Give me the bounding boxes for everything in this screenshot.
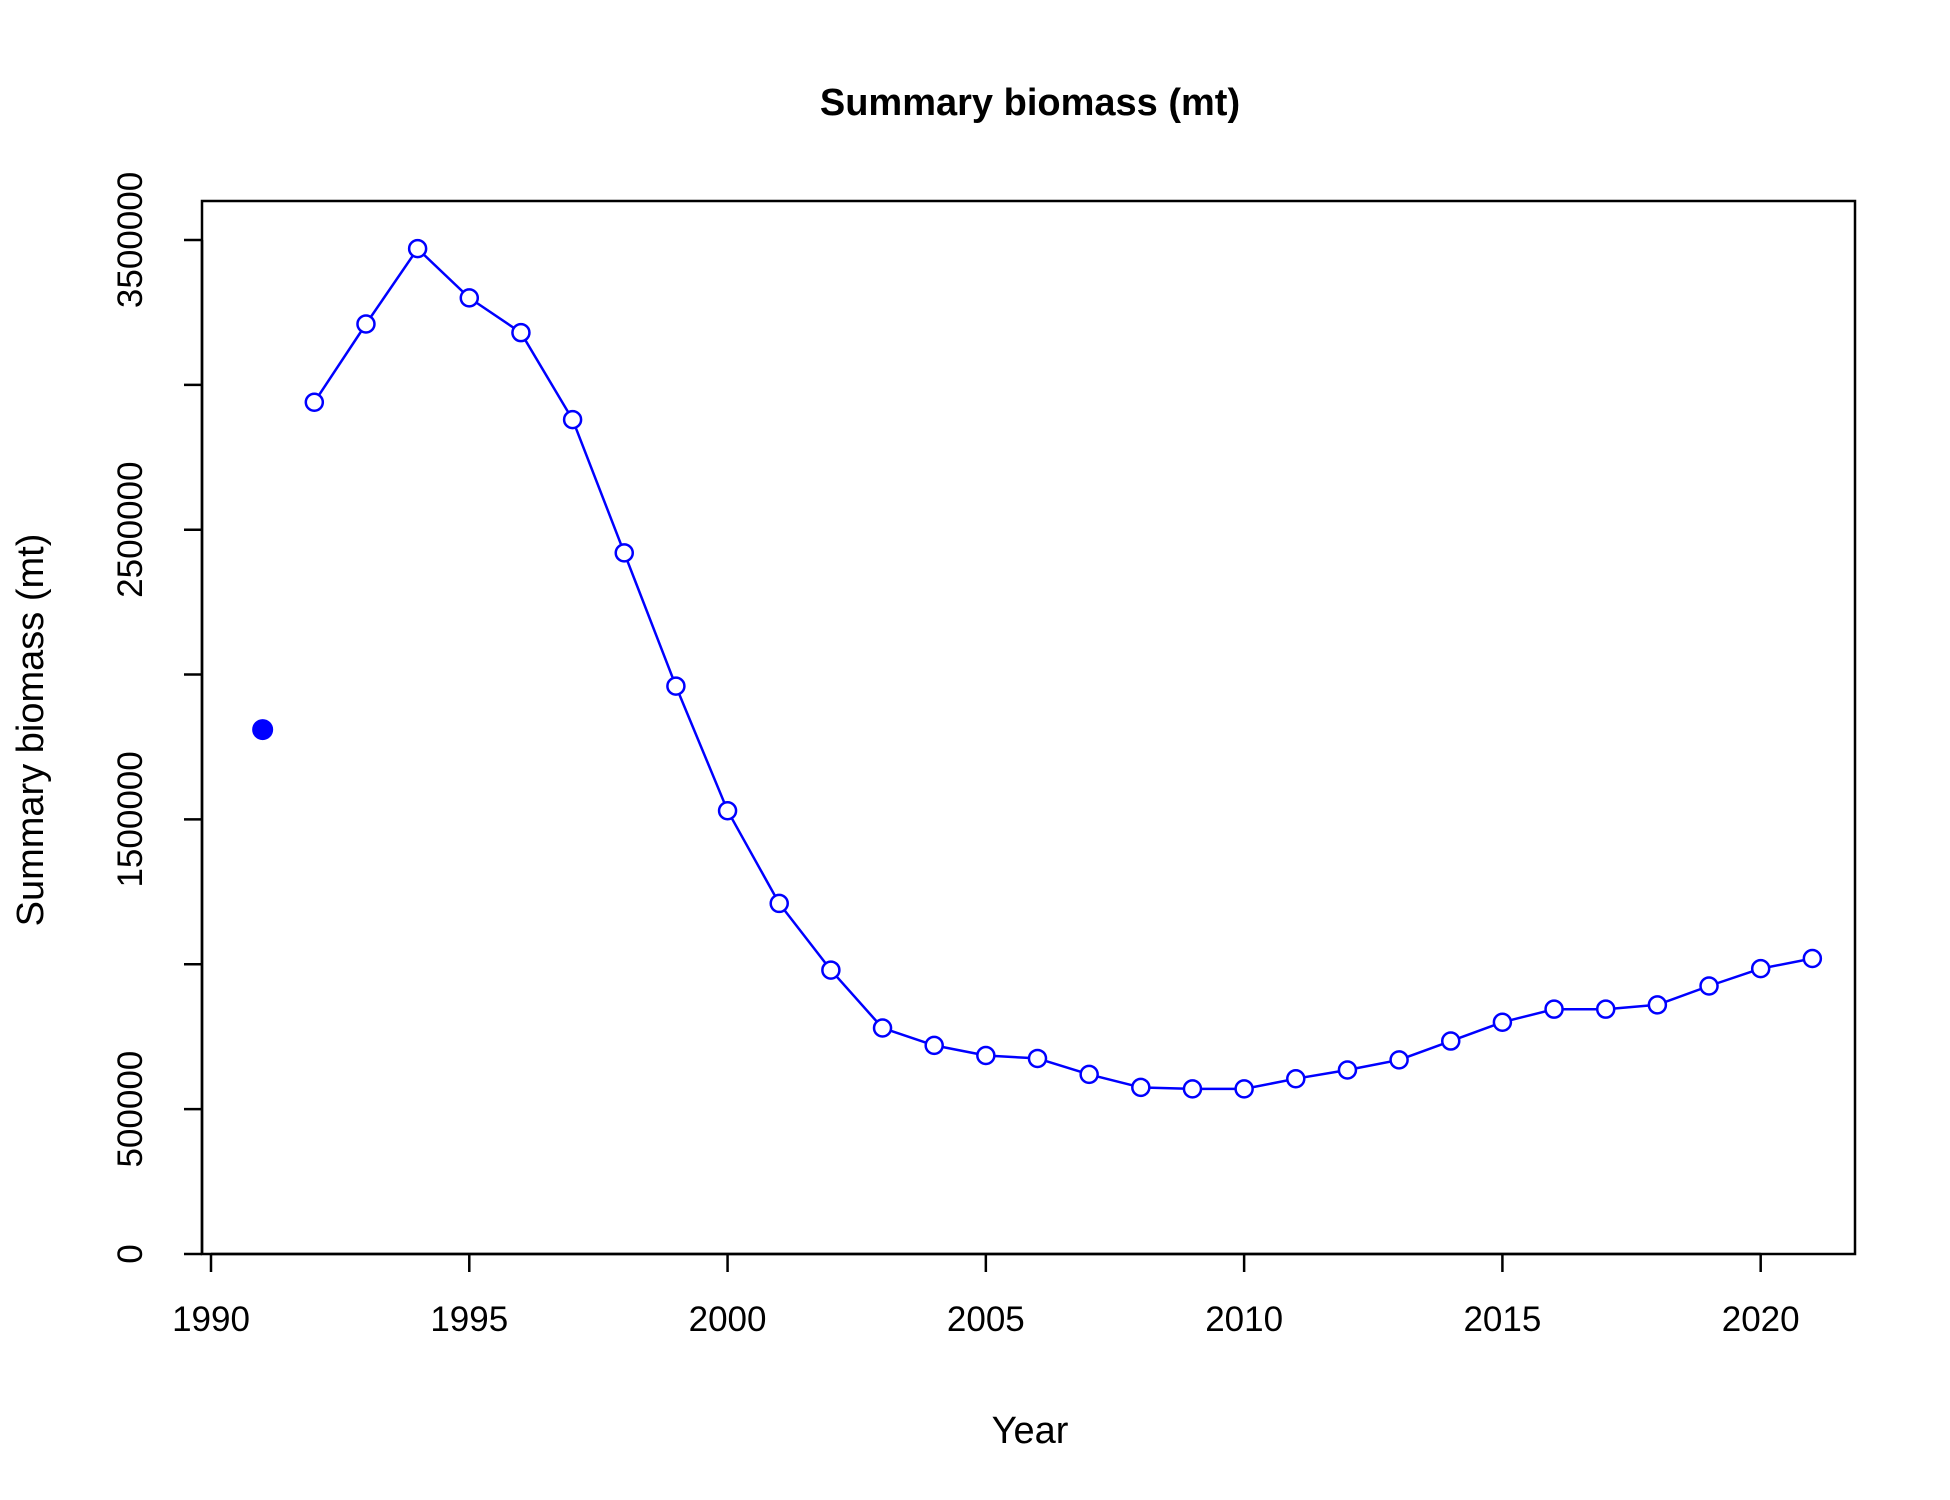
biomass-data-point — [1389, 1050, 1409, 1070]
biomass-data-point — [717, 800, 738, 821]
biomass-data-point — [1647, 995, 1668, 1015]
y-tick-label: 3500000 — [111, 172, 150, 308]
biomass-data-point — [1441, 1031, 1461, 1051]
biomass-data-point — [614, 543, 634, 563]
biomass-data-point — [1544, 999, 1564, 1019]
biomass-data-point — [666, 676, 686, 696]
biomass-data-point — [1750, 958, 1771, 979]
biomass-data-point — [1182, 1079, 1203, 1099]
biomass-data-point — [1492, 1012, 1513, 1032]
x-tick-label: 2020 — [1722, 1300, 1800, 1339]
y-tick-label: 0 — [111, 1244, 150, 1263]
x-tick-label: 2005 — [947, 1300, 1025, 1339]
biomass-data-point — [1286, 1068, 1306, 1089]
y-tick-label: 1500000 — [111, 751, 150, 887]
plot-frame — [200, 199, 1857, 1256]
biomass-data-point — [872, 1018, 893, 1038]
x-tick-label: 2010 — [1205, 1300, 1283, 1339]
biomass-data-point — [1027, 1048, 1048, 1069]
x-tick-label: 1995 — [430, 1300, 508, 1339]
biomass-data-point — [821, 960, 841, 980]
biomass-data-point — [356, 314, 376, 334]
biomass-data-point — [1131, 1077, 1151, 1098]
x-tick-label: 2000 — [689, 1300, 767, 1339]
biomass-data-point — [1699, 976, 1719, 996]
biomass-data-point — [1234, 1079, 1254, 1099]
y-tick-label: 2500000 — [111, 462, 150, 598]
x-tick-label: 1990 — [172, 1300, 250, 1339]
biomass-data-point — [769, 893, 789, 914]
biomass-data-point — [562, 409, 583, 430]
biomass-data-point — [511, 322, 531, 343]
x-tick-label: 2015 — [1463, 1300, 1541, 1339]
biomass-data-point — [407, 238, 428, 259]
biomass-data-point — [1079, 1064, 1099, 1085]
x-axis-label: Year — [992, 1410, 1069, 1452]
biomass-data-point — [1595, 999, 1616, 1019]
biomass-data-point — [1337, 1060, 1358, 1080]
y-axis-label: Summary biomass (mt) — [10, 534, 52, 927]
biomass-data-point — [924, 1035, 944, 1056]
y-tick-label: 500000 — [111, 1051, 150, 1168]
biomass-data-point — [1802, 948, 1823, 969]
biomass-data-point — [976, 1045, 996, 1066]
chart-title: Summary biomass (mt) — [820, 82, 1240, 124]
initial-biomass-point — [252, 719, 274, 741]
biomass-data-point — [459, 288, 480, 308]
biomass-data-point — [304, 392, 325, 412]
biomass-series-line — [313, 247, 1813, 1091]
